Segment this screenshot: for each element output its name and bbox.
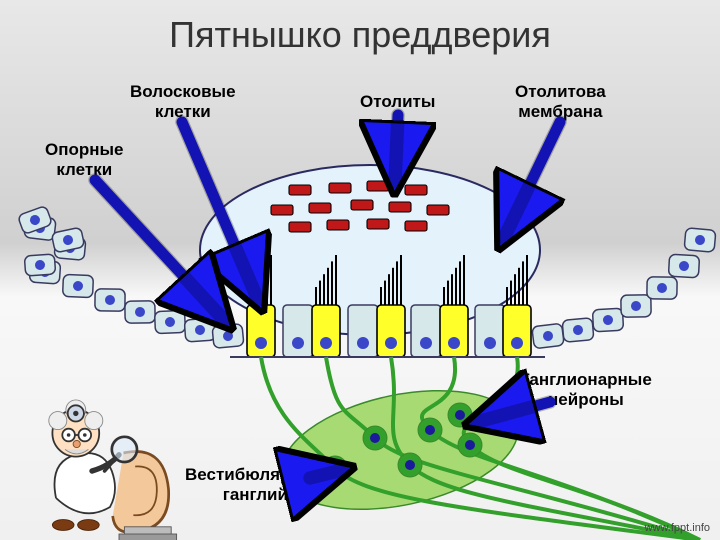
otolith — [405, 221, 427, 231]
otolith — [351, 200, 373, 210]
hair-cell — [377, 305, 405, 357]
otolith — [309, 203, 331, 213]
hair-cell — [247, 305, 275, 357]
supporting-cell — [348, 305, 378, 357]
supporting-cell — [283, 305, 313, 357]
otolith — [271, 205, 293, 215]
supporting-cell — [411, 305, 441, 357]
otolith — [289, 222, 311, 232]
mascot-icon — [49, 400, 177, 540]
supporting-cell — [475, 305, 505, 357]
hair-cell — [312, 305, 340, 357]
otolith — [329, 183, 351, 193]
otolith — [289, 185, 311, 195]
footer-link: www.fppt.info — [645, 522, 710, 534]
otolith — [405, 185, 427, 195]
hair-cell — [503, 305, 531, 357]
otolith — [367, 181, 389, 191]
otolith — [427, 205, 449, 215]
otolith — [367, 219, 389, 229]
otolith — [389, 202, 411, 212]
otolith — [327, 220, 349, 230]
diagram-svg — [0, 0, 720, 540]
hair-cell — [440, 305, 468, 357]
